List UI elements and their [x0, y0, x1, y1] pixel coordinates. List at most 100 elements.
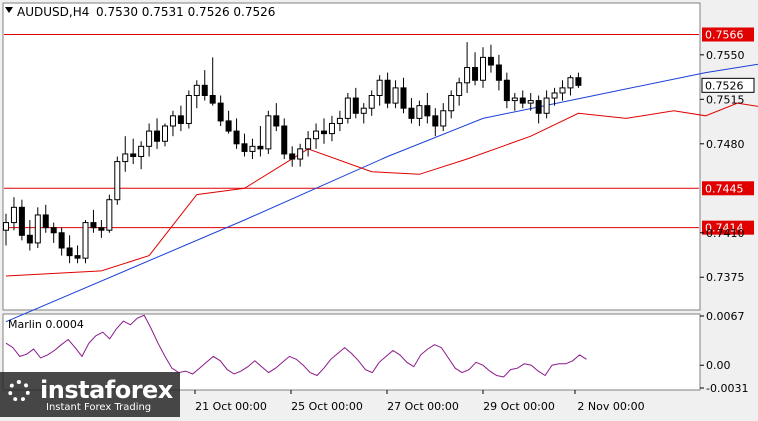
level-price-label: 0.7566 [705, 29, 744, 42]
candle-bear [424, 105, 431, 117]
current-price-label: 0.7526 [705, 79, 744, 92]
candle-bull [138, 145, 145, 157]
candle-bull [122, 153, 129, 163]
oscillator-line [5, 314, 587, 378]
candle-bear [408, 107, 415, 119]
candle-bear [177, 115, 184, 124]
candle-bear [241, 143, 248, 152]
level-price-tag [702, 27, 754, 42]
candle-bear [472, 67, 479, 81]
level-price-label: 0.7414 [705, 222, 744, 235]
candle-bull [392, 87, 399, 104]
level-price-tag [702, 181, 754, 196]
candle-bear [487, 56, 494, 66]
candle-bear [66, 247, 73, 257]
candle-bull [336, 117, 343, 124]
candle-bear [217, 102, 224, 122]
candle-bull [360, 107, 367, 114]
candle-bull [305, 138, 312, 150]
level-price-label: 0.7445 [705, 182, 744, 195]
candle-bull [265, 115, 272, 150]
candle-bear [90, 222, 97, 229]
candles-layer [3, 42, 582, 264]
candle-bull [551, 92, 558, 99]
candle-bear [58, 232, 65, 249]
candle-bull [543, 97, 550, 114]
time-tick-label: 21 Oct 00:00 [195, 400, 267, 413]
candle-bull [193, 84, 200, 97]
candle-bull [185, 95, 192, 124]
candle-bear [321, 130, 327, 135]
time-tick-label: 2 Nov 00:00 [577, 400, 644, 413]
candle-bull [313, 130, 320, 140]
candle-bull [146, 130, 153, 147]
time-tick-label: 25 Oct 00:00 [291, 400, 363, 413]
candle-bear [432, 115, 439, 127]
candle-bull [464, 67, 471, 84]
candle-bear [273, 115, 280, 127]
candle-bear [201, 84, 208, 97]
candle-bear [225, 120, 232, 132]
candle-bull [527, 100, 534, 104]
oscillator-tick-label: -0.0031 [706, 382, 748, 395]
candle-bull [114, 161, 121, 201]
candle-bear [535, 100, 542, 114]
candle-bull [162, 125, 168, 142]
candle-bull [456, 82, 463, 96]
candle-bull [567, 77, 574, 89]
candle-bear [26, 234, 33, 244]
oscillator-label: Marlin 0.0004 [8, 318, 84, 331]
axis-layer: 0.7566 0.7445 0.7414 0.7550 0.7515 0.7480 0.74… [194, 27, 755, 413]
price-tick-label: 0.7375 [706, 271, 745, 284]
candle-bull [344, 97, 351, 119]
candle-bull [297, 148, 304, 160]
ma-blue-line [5, 63, 758, 323]
candle-bull [3, 222, 9, 231]
candle-bull [376, 79, 383, 96]
candle-bull [368, 95, 375, 109]
price-tick-label: 0.7410 [706, 227, 745, 240]
candle-bear [289, 153, 296, 160]
instaforex-logo-icon [8, 380, 30, 402]
candle-bear [519, 97, 526, 104]
candle-bear [503, 79, 510, 102]
candle-bull [559, 87, 566, 94]
price-pane [2, 2, 701, 311]
candle-bear [42, 214, 49, 229]
candle-bull [480, 56, 486, 81]
candle-bear [352, 97, 359, 114]
candle-bull [10, 206, 17, 224]
ma-layer [5, 63, 758, 323]
watermark-logo: instaforex [40, 376, 173, 404]
candle-bull [82, 222, 89, 259]
candle-bear [257, 145, 264, 150]
candle-bear [233, 130, 240, 145]
time-tick-label: 29 Oct 00:00 [483, 400, 555, 413]
candle-bull [511, 97, 518, 102]
candle-bear [18, 206, 25, 236]
candle-bull [106, 199, 113, 231]
candle-bear [130, 153, 137, 157]
watermark-tagline: Instant Forex Trading [46, 402, 152, 413]
candle-bear [281, 125, 288, 155]
oscillator-tick-label: 0.00 [706, 359, 731, 372]
price-tick-label: 0.7515 [706, 93, 745, 106]
symbol-label: AUDUSD,H4 [17, 5, 89, 19]
candle-bear [495, 64, 502, 81]
candle-bear [98, 227, 105, 231]
candle-bear [384, 79, 391, 104]
price-tick-label: 0.7550 [706, 49, 745, 62]
candle-bull [328, 122, 335, 135]
candle-bull [416, 105, 423, 119]
candle-bull [249, 145, 256, 152]
candle-bull [169, 115, 176, 127]
header: AUDUSD,H4 0.7530 0.7531 0.7526 0.7526 [5, 5, 275, 19]
level-price-tag [702, 220, 754, 235]
candle-bull [440, 110, 447, 127]
time-tick-label: 27 Oct 00:00 [387, 400, 459, 413]
watermark: instaforex Instant Forex Trading [0, 372, 180, 417]
candle-bear [209, 95, 216, 104]
symbol-triangle-icon [5, 7, 13, 13]
